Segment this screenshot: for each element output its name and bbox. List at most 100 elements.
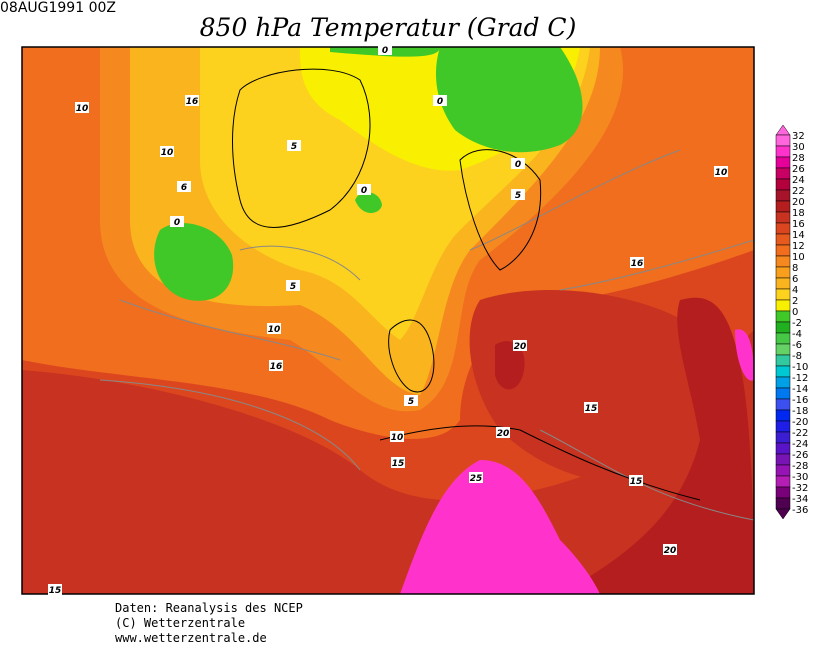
contour-label: 5 — [515, 191, 521, 201]
colorbar-swatch — [775, 145, 791, 158]
footer-line: www.wetterzentrale.de — [115, 631, 267, 645]
contour-label-box — [469, 472, 483, 483]
colorbar-label: -14 — [792, 384, 808, 395]
contour-label-box — [48, 584, 62, 595]
contour-label-box — [404, 395, 418, 406]
colorbar-label: 20 — [792, 197, 805, 208]
colorbar-label: -32 — [792, 483, 808, 494]
colorbar-swatch — [775, 233, 791, 246]
contour-label: 5 — [291, 142, 297, 152]
colorbar-swatch — [775, 167, 791, 180]
colorbar-label: 8 — [792, 263, 798, 274]
colorbar-swatch — [775, 255, 791, 268]
contour-label: 15 — [630, 477, 643, 487]
map-title: 850 hPa Temperatur (Grad C) — [200, 13, 577, 42]
colorbar-label: -6 — [792, 340, 802, 351]
colorbar-swatch — [775, 156, 791, 169]
contour-label-box — [390, 431, 404, 442]
colorbar-label: -22 — [792, 428, 808, 439]
colorbar-swatch — [775, 431, 791, 444]
colorbar-label: -10 — [792, 362, 808, 373]
colorbar: 32302826242220181614121086420-2-4-6-8-10… — [775, 124, 808, 520]
colorbar-swatch — [775, 277, 791, 290]
colorbar-label: -28 — [792, 461, 808, 472]
contour-label: 15 — [49, 586, 62, 596]
contour-label-box — [511, 189, 525, 200]
contour-label-box — [378, 44, 392, 55]
colorbar-swatch — [775, 464, 791, 477]
colorbar-swatch — [775, 387, 791, 400]
contour-label: 5 — [290, 282, 296, 292]
colorbar-label: 2 — [792, 296, 798, 307]
contour-label-box — [629, 475, 643, 486]
contour-label-box — [630, 257, 644, 268]
colorbar-label: -4 — [792, 329, 802, 340]
colorbar-label: -30 — [792, 472, 808, 483]
contour-label: 0 — [174, 218, 180, 228]
contour-label-box — [160, 146, 174, 157]
colorbar-swatch — [775, 134, 791, 147]
contour-label: 25 — [470, 474, 483, 484]
contour-label-box — [170, 216, 184, 227]
contour-label-box — [714, 166, 728, 177]
contour-label-box — [267, 323, 281, 334]
colorbar-swatch — [775, 409, 791, 422]
contour-label: 20 — [514, 342, 527, 352]
colorbar-swatch — [775, 178, 791, 191]
colorbar-label: -8 — [792, 351, 802, 362]
colorbar-swatch — [775, 266, 791, 279]
footer-line: Daten: Reanalysis des NCEP — [115, 601, 303, 615]
contour-label-box — [185, 95, 199, 106]
contour-label: 16 — [186, 97, 199, 107]
contour-label: 20 — [664, 546, 677, 556]
contour-label: 6 — [181, 183, 187, 193]
contour-label-box — [286, 280, 300, 291]
colorbar-label: 18 — [792, 208, 805, 219]
colorbar-swatch — [775, 442, 791, 455]
contour-label: 10 — [268, 325, 281, 335]
colorbar-label: 30 — [792, 142, 805, 153]
colorbar-label: -18 — [792, 406, 808, 417]
colorbar-swatch — [775, 310, 791, 323]
colorbar-swatch — [775, 354, 791, 367]
colorbar-label: 10 — [792, 252, 805, 263]
colorbar-label: -36 — [792, 505, 808, 516]
colorbar-label: 26 — [792, 164, 805, 175]
contour-label: 16 — [270, 362, 283, 372]
colorbar-label: 14 — [792, 230, 805, 241]
contour-label-box — [496, 427, 510, 438]
colorbar-swatch — [775, 244, 791, 257]
colorbar-label: -26 — [792, 450, 808, 461]
colorbar-swatch — [775, 497, 791, 510]
colorbar-swatch — [775, 486, 791, 499]
contour-label: 16 — [631, 259, 644, 269]
colorbar-label: -34 — [792, 494, 808, 505]
contour-label-box — [357, 184, 371, 195]
colorbar-swatch — [775, 376, 791, 389]
colorbar-label: -20 — [792, 417, 808, 428]
contour-label: 15 — [392, 459, 405, 469]
colorbar-swatch — [775, 332, 791, 345]
contour-label-box — [269, 360, 283, 371]
contour-label-box — [75, 102, 89, 113]
contour-label: 0 — [361, 186, 367, 196]
contour-labels: 0 10 16 10 5 6 0 0 0 0 5 10 16 5 10 16 20 15 5 10 20 15 25 15 20… — [48, 44, 728, 596]
colorbar-swatch — [775, 189, 791, 202]
colorbar-label: 12 — [792, 241, 805, 252]
colorbar-swatch — [775, 200, 791, 213]
colorbar-swatch — [775, 343, 791, 356]
temperature-field — [22, 47, 754, 594]
colorbar-label: -16 — [792, 395, 808, 406]
footer: Daten: Reanalysis des NCEP(C) Wetterzent… — [115, 601, 303, 645]
colorbar-swatch — [775, 453, 791, 466]
contour-label: 0 — [382, 46, 388, 56]
contour-label-box — [433, 95, 447, 106]
colorbar-swatch — [775, 211, 791, 224]
contour-label: 15 — [585, 404, 598, 414]
colorbar-label: 32 — [792, 131, 805, 142]
colorbar-label: -12 — [792, 373, 808, 384]
contour-label: 10 — [715, 168, 728, 178]
contour-label: 20 — [497, 429, 510, 439]
colorbar-swatch — [775, 222, 791, 235]
